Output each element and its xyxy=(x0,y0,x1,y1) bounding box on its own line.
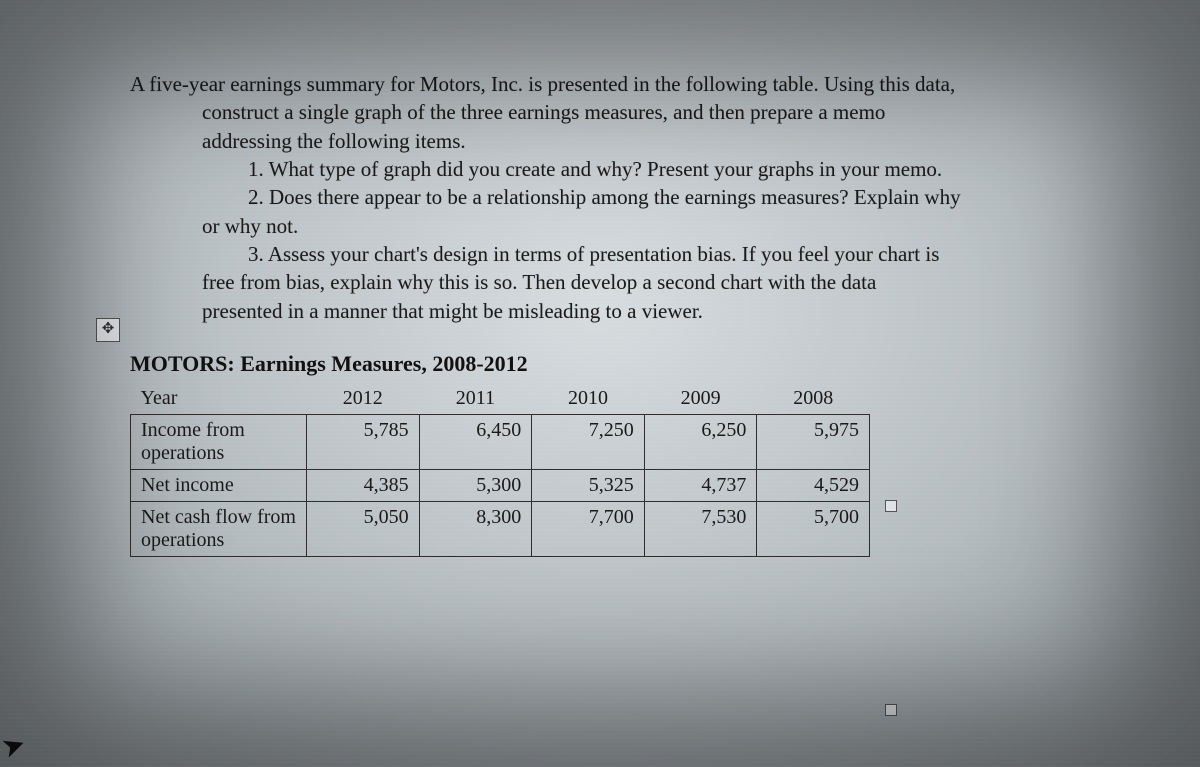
cell: 8,300 xyxy=(419,502,532,557)
header-year: 2010 xyxy=(532,383,645,415)
cell: 5,300 xyxy=(419,470,532,502)
prompt-item-2-cont: or why not. xyxy=(130,212,1110,240)
cell: 5,975 xyxy=(757,415,870,470)
header-year: 2009 xyxy=(644,383,757,415)
table-row: Net cash flow from operations 5,050 8,30… xyxy=(131,502,870,557)
header-year: 2012 xyxy=(307,383,420,415)
header-year: 2008 xyxy=(757,383,870,415)
page-content: A five-year earnings summary for Motors,… xyxy=(130,70,1110,557)
cell: 4,737 xyxy=(644,470,757,502)
cell: 4,385 xyxy=(307,470,420,502)
cell: 5,785 xyxy=(307,415,420,470)
row-label: Income from operations xyxy=(131,415,307,470)
prompt-item-1: 1. What type of graph did you create and… xyxy=(130,155,1110,183)
table-row: Net income 4,385 5,300 5,325 4,737 4,529 xyxy=(131,470,870,502)
header-year: 2011 xyxy=(419,383,532,415)
prompt-item-3: 3. Assess your chart's design in terms o… xyxy=(130,240,1110,268)
row-label: Net income xyxy=(131,470,307,502)
cell: 6,450 xyxy=(419,415,532,470)
cursor-arrow-icon: ➤ xyxy=(0,726,31,766)
prompt-line: addressing the following items. xyxy=(130,127,1110,155)
table-move-handle-icon[interactable]: ✥ xyxy=(96,318,120,342)
cell: 5,325 xyxy=(532,470,645,502)
table-header-row: Year 2012 2011 2010 2009 2008 xyxy=(131,383,870,415)
prompt-line: construct a single graph of the three ea… xyxy=(130,98,1110,126)
prompt-item-2: 2. Does there appear to be a relationshi… xyxy=(130,183,1110,211)
question-prompt: A five-year earnings summary for Motors,… xyxy=(130,70,1110,325)
table-title: MOTORS: Earnings Measures, 2008-2012 xyxy=(130,351,1110,377)
table-resize-handle[interactable] xyxy=(885,500,897,512)
table-row: Income from operations 5,785 6,450 7,250… xyxy=(131,415,870,470)
prompt-item-3-cont: free from bias, explain why this is so. … xyxy=(130,268,1110,296)
cell: 6,250 xyxy=(644,415,757,470)
row-label: Net cash flow from operations xyxy=(131,502,307,557)
cell: 5,700 xyxy=(757,502,870,557)
cell: 5,050 xyxy=(307,502,420,557)
prompt-line: A five-year earnings summary for Motors,… xyxy=(130,70,1110,98)
cell: 4,529 xyxy=(757,470,870,502)
earnings-table: Year 2012 2011 2010 2009 2008 Income fro… xyxy=(130,383,870,557)
header-year-label: Year xyxy=(131,383,307,415)
cell: 7,530 xyxy=(644,502,757,557)
prompt-item-3-cont: presented in a manner that might be misl… xyxy=(130,297,1110,325)
cell: 7,700 xyxy=(532,502,645,557)
cell: 7,250 xyxy=(532,415,645,470)
table-resize-handle[interactable] xyxy=(885,704,897,716)
